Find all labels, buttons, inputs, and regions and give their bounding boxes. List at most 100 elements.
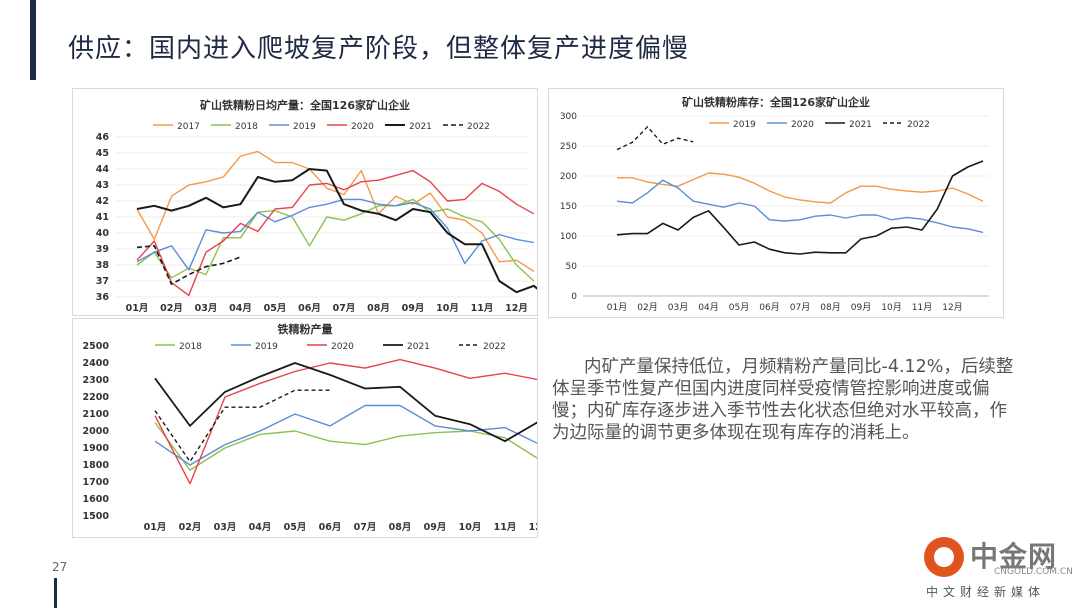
legend-label: 2018 xyxy=(179,342,202,352)
y-tick-label: 43 xyxy=(96,180,109,191)
y-tick-label: 2000 xyxy=(83,426,110,437)
logo-mark-icon xyxy=(924,537,964,577)
x-tick-label: 12月 xyxy=(529,522,537,533)
x-tick-label: 04月 xyxy=(698,302,718,313)
x-tick-label: 07月 xyxy=(354,522,377,533)
legend-label: 2017 xyxy=(177,122,200,132)
y-tick-label: 42 xyxy=(96,196,109,207)
series-line-2021 xyxy=(154,362,537,443)
y-tick-label: 37 xyxy=(96,276,109,287)
x-tick-label: 09月 xyxy=(851,302,871,313)
y-tick-label: 44 xyxy=(96,164,110,175)
legend-label: 2021 xyxy=(407,342,430,352)
series-line-2021 xyxy=(616,160,984,255)
x-tick-label: 05月 xyxy=(729,302,749,313)
legend-label: 2019 xyxy=(255,342,278,352)
x-tick-label: 01月 xyxy=(144,522,167,533)
x-tick-label: 06月 xyxy=(298,303,321,314)
logo-domain-text: CNGOLD.COM.CN xyxy=(994,567,1073,577)
x-tick-label: 10月 xyxy=(881,302,901,313)
x-tick-label: 02月 xyxy=(160,303,183,314)
footer-accent-bar xyxy=(54,578,57,608)
y-tick-label: 38 xyxy=(96,260,110,271)
series-line-2019 xyxy=(136,198,534,271)
monthly-output-chart-panel: 铁精粉产量 2018 2019 2020 2021 2022 1500 1600 1700 180… xyxy=(72,318,538,538)
legend-label: 2019 xyxy=(293,122,316,132)
legend-label: 2020 xyxy=(791,120,814,130)
stock-chart: 矿山铁精粉库存：全国126家矿山企业 2019 2020 2021 2022 0 50 100… xyxy=(560,95,989,313)
chart-title: 矿山铁精粉库存：全国126家矿山企业 xyxy=(682,95,870,109)
y-tick-label: 41 xyxy=(96,212,109,223)
x-tick-label: 11月 xyxy=(471,303,494,314)
series-line-2019 xyxy=(154,404,537,466)
y-tick-label: 200 xyxy=(560,172,577,182)
y-tick-label: 0 xyxy=(571,292,577,302)
y-tick-label: 250 xyxy=(560,142,577,152)
x-tick-label: 06月 xyxy=(319,522,342,533)
legend-label: 2022 xyxy=(467,122,490,132)
x-tick-label: 05月 xyxy=(264,303,287,314)
x-tick-label: 03月 xyxy=(668,302,688,313)
x-tick-label: 02月 xyxy=(179,522,202,533)
x-tick-label: 08月 xyxy=(389,522,412,533)
legend-label: 2022 xyxy=(483,342,506,352)
x-tick-label: 09月 xyxy=(424,522,447,533)
x-tick-label: 12月 xyxy=(942,302,962,313)
y-tick-label: 50 xyxy=(566,262,578,272)
x-tick-label: 06月 xyxy=(759,302,779,313)
x-tick-label: 04月 xyxy=(229,303,252,314)
x-tick-label: 10月 xyxy=(459,522,482,533)
x-tick-label: 05月 xyxy=(284,522,307,533)
y-tick-label: 1600 xyxy=(83,494,110,505)
x-tick-label: 07月 xyxy=(790,302,810,313)
daily-output-chart-panel: 矿山铁精粉日均产量：全国126家矿山企业 2017 2018 2019 2020 2021… xyxy=(72,88,538,316)
x-tick-label: 03月 xyxy=(214,522,237,533)
series-line-2018 xyxy=(154,422,537,471)
series-line-2021 xyxy=(136,168,537,294)
series-line-2018 xyxy=(136,198,535,282)
series-line-2017 xyxy=(136,150,535,272)
series-line-2022 xyxy=(154,389,330,463)
x-tick-label: 11月 xyxy=(912,302,932,313)
page-title: 供应：国内进入爬坡复产阶段，但整体复产进度偏慢 xyxy=(68,34,690,64)
page-number: 27 xyxy=(52,560,68,574)
series-line-2020 xyxy=(616,179,984,234)
x-tick-label: 08月 xyxy=(820,302,840,313)
y-tick-label: 2200 xyxy=(83,392,110,403)
legend-label: 2021 xyxy=(849,120,872,130)
y-tick-label: 2100 xyxy=(83,409,110,420)
series-line-2020 xyxy=(154,358,537,485)
y-tick-label: 1500 xyxy=(83,511,110,522)
legend-label: 2020 xyxy=(331,342,354,352)
logo-main-text: 中金网 xyxy=(970,540,1058,573)
y-tick-label: 45 xyxy=(96,148,109,159)
legend-label: 2021 xyxy=(409,122,432,132)
y-tick-label: 100 xyxy=(560,232,577,242)
series-line-2022 xyxy=(136,245,241,285)
x-tick-label: 11月 xyxy=(494,522,517,533)
legend-label: 2022 xyxy=(907,120,930,130)
chart-title: 矿山铁精粉日均产量：全国126家矿山企业 xyxy=(200,98,410,112)
x-tick-label: 03月 xyxy=(195,303,218,314)
x-tick-label: 01月 xyxy=(607,302,627,313)
y-tick-label: 1700 xyxy=(83,477,110,488)
y-tick-label: 150 xyxy=(560,202,577,212)
logo: 中金网 CNGOLD.COM.CN 中文财经新媒体 xyxy=(920,535,1080,605)
y-tick-label: 2300 xyxy=(83,375,110,386)
x-tick-label: 09月 xyxy=(402,303,425,314)
y-tick-label: 36 xyxy=(96,292,110,303)
legend-label: 2019 xyxy=(733,120,756,130)
y-tick-label: 46 xyxy=(96,132,110,143)
y-tick-label: 39 xyxy=(96,244,109,255)
logo-sub-text: 中文财经新媒体 xyxy=(926,585,1046,599)
series-line-2022 xyxy=(616,126,694,151)
x-tick-label: 08月 xyxy=(367,303,390,314)
x-tick-label: 07月 xyxy=(333,303,356,314)
title-accent-bar xyxy=(30,0,36,80)
monthly-output-chart: 铁精粉产量 2018 2019 2020 2021 2022 1500 1600 1700 180… xyxy=(83,322,537,533)
legend-label: 2020 xyxy=(351,122,374,132)
x-tick-label: 04月 xyxy=(249,522,272,533)
x-tick-label: 01月 xyxy=(126,303,149,314)
y-tick-label: 1800 xyxy=(83,460,110,471)
x-tick-label: 02月 xyxy=(637,302,657,313)
